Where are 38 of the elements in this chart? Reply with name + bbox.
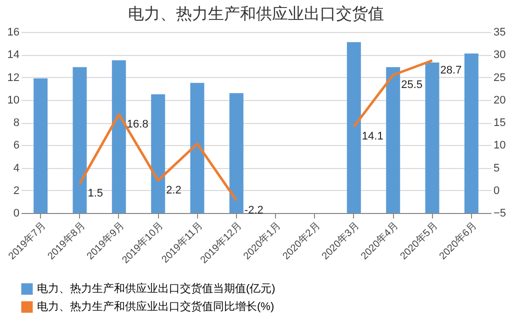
data-label: 2.2 xyxy=(166,184,182,196)
data-label: -2.2 xyxy=(244,204,264,216)
bar xyxy=(151,94,166,213)
bar xyxy=(346,42,361,213)
y-tick-label: 8 xyxy=(13,117,20,129)
chart-title: 电力、热力生产和供应业出口交货值 xyxy=(128,5,384,23)
bar xyxy=(229,93,244,213)
data-label: 1.5 xyxy=(88,188,104,200)
y-tick-label: 10 xyxy=(7,94,20,106)
y2-tick-label: 20 xyxy=(494,94,506,106)
y-tick-label: 0 xyxy=(13,208,20,220)
legend-label: 电力、热力生产和供应业出口交货值同比增长(%) xyxy=(37,300,274,313)
y2-tick-label: 0 xyxy=(494,184,500,197)
bar xyxy=(34,78,48,213)
y2-tick-label: 35 xyxy=(494,26,506,38)
y2-tick-label: 10 xyxy=(494,140,506,152)
y-tick-label: 2 xyxy=(13,184,20,197)
y2-tick-label: 15 xyxy=(494,117,506,129)
bar xyxy=(386,67,400,213)
bar xyxy=(72,67,87,213)
y2-tick-label: 5 xyxy=(494,162,500,174)
bar xyxy=(112,60,126,213)
data-label: 28.7 xyxy=(440,64,462,77)
y-tick-label: 16 xyxy=(7,26,20,38)
bar xyxy=(425,62,440,213)
data-label: 14.1 xyxy=(362,130,384,143)
y-tick-label: 14 xyxy=(7,49,20,62)
bar xyxy=(190,82,204,213)
y-tick-label: 12 xyxy=(7,72,20,84)
legend-label: 电力、热力生产和供应业出口交货值当期值(亿元) xyxy=(37,282,276,295)
data-label: 25.5 xyxy=(401,78,423,91)
data-label: 16.8 xyxy=(126,118,148,130)
bar xyxy=(464,53,478,213)
y2-tick-label: 30 xyxy=(494,49,506,62)
y2-tick-label: 25 xyxy=(494,72,506,84)
y-tick-label: 4 xyxy=(13,162,20,174)
y-tick-label: 6 xyxy=(13,140,20,152)
y2-tick-label: −5 xyxy=(494,208,506,220)
